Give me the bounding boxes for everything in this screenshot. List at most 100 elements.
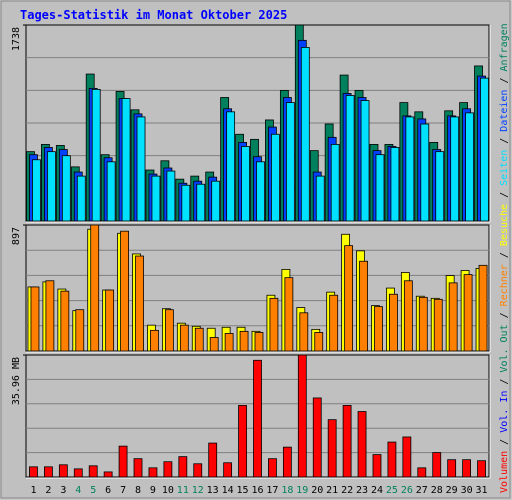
bar	[329, 294, 339, 352]
bar	[463, 274, 473, 352]
x-tick-label: 14	[222, 485, 234, 496]
bar	[418, 296, 428, 352]
bar	[88, 465, 98, 478]
bar	[224, 333, 234, 352]
bar	[118, 445, 128, 478]
bar	[432, 452, 442, 478]
legend-item: Seiten	[499, 150, 510, 186]
bar	[241, 146, 250, 222]
y-tick-label: 35.96 MB	[11, 357, 22, 405]
bar	[47, 151, 56, 222]
bar	[75, 309, 85, 352]
bar	[151, 175, 161, 222]
bar	[105, 289, 115, 352]
bar	[163, 461, 173, 478]
bar	[208, 442, 218, 478]
legend-separator: /	[499, 306, 510, 324]
bar	[148, 467, 158, 478]
legend-separator: /	[499, 246, 510, 264]
bar	[32, 159, 41, 222]
bar	[285, 102, 295, 222]
bar	[480, 77, 489, 222]
bar	[271, 133, 280, 222]
bar	[282, 446, 292, 478]
bar	[447, 459, 457, 478]
bar	[223, 462, 233, 478]
bar	[465, 112, 474, 222]
x-tick-label: 26	[401, 485, 413, 496]
bar	[403, 280, 413, 352]
bar	[44, 466, 53, 478]
bar	[268, 458, 277, 478]
bar	[478, 264, 488, 352]
x-tick-label: 31	[476, 485, 488, 496]
x-tick-label: 1	[30, 485, 36, 496]
x-tick-label: 30	[461, 485, 473, 496]
bar	[342, 405, 352, 478]
bar	[297, 354, 307, 478]
bar	[359, 260, 368, 352]
bar	[417, 467, 427, 478]
bar	[254, 332, 264, 352]
legend: Volumen / Vol. In / Vol. Out / Rechner /…	[499, 23, 510, 493]
bar	[344, 245, 354, 352]
bar	[477, 460, 486, 478]
bar	[420, 123, 430, 222]
bar	[269, 297, 279, 352]
bar	[60, 290, 70, 352]
bar	[253, 359, 262, 478]
bar	[448, 282, 458, 352]
x-tick-label: 5	[90, 485, 96, 496]
legend-item: Dateien	[499, 90, 510, 132]
bar	[314, 332, 324, 352]
bar	[357, 411, 367, 478]
x-tick-label: 6	[105, 485, 111, 496]
bar	[29, 466, 38, 478]
x-tick-label: 21	[326, 485, 338, 496]
x-tick-label: 20	[311, 485, 323, 496]
bar	[133, 458, 143, 478]
bar	[226, 111, 236, 222]
x-tick-label: 13	[207, 485, 219, 496]
x-tick-label: 15	[237, 485, 249, 496]
bar	[179, 324, 189, 352]
bar	[390, 147, 400, 222]
bar	[450, 116, 460, 222]
x-tick-label: 24	[371, 485, 383, 496]
bar	[209, 337, 219, 352]
bar	[299, 312, 309, 352]
legend-item: Anfragen	[499, 23, 510, 71]
bar	[106, 161, 116, 222]
bar	[166, 170, 176, 222]
bar	[178, 456, 188, 478]
legend-separator: /	[499, 71, 510, 89]
legend-item: Vol. In	[499, 391, 510, 433]
bar	[150, 329, 159, 352]
bar	[300, 47, 310, 222]
x-tick-label: 28	[431, 485, 443, 496]
bar	[374, 306, 383, 352]
bar	[90, 224, 100, 352]
legend-separator: /	[499, 433, 510, 451]
legend-item: Rechner	[499, 264, 510, 306]
bar	[211, 180, 221, 222]
bar	[327, 419, 337, 478]
bar	[120, 230, 129, 352]
x-tick-label: 4	[75, 485, 81, 496]
x-tick-label: 3	[60, 485, 66, 496]
x-tick-label: 10	[162, 485, 174, 496]
bar	[61, 155, 71, 222]
bar	[375, 154, 385, 222]
bar	[238, 405, 247, 478]
y-tick-label: 897	[11, 227, 22, 245]
bar	[136, 116, 146, 222]
bar	[193, 463, 203, 478]
legend-item: Besuche	[499, 204, 510, 246]
bar	[196, 183, 206, 222]
bar	[135, 255, 144, 352]
x-tick-label: 17	[266, 485, 278, 496]
chart-title: Tages-Statistik im Monat Oktober 2025	[20, 8, 287, 22]
y-tick-label: 1738	[11, 27, 22, 51]
